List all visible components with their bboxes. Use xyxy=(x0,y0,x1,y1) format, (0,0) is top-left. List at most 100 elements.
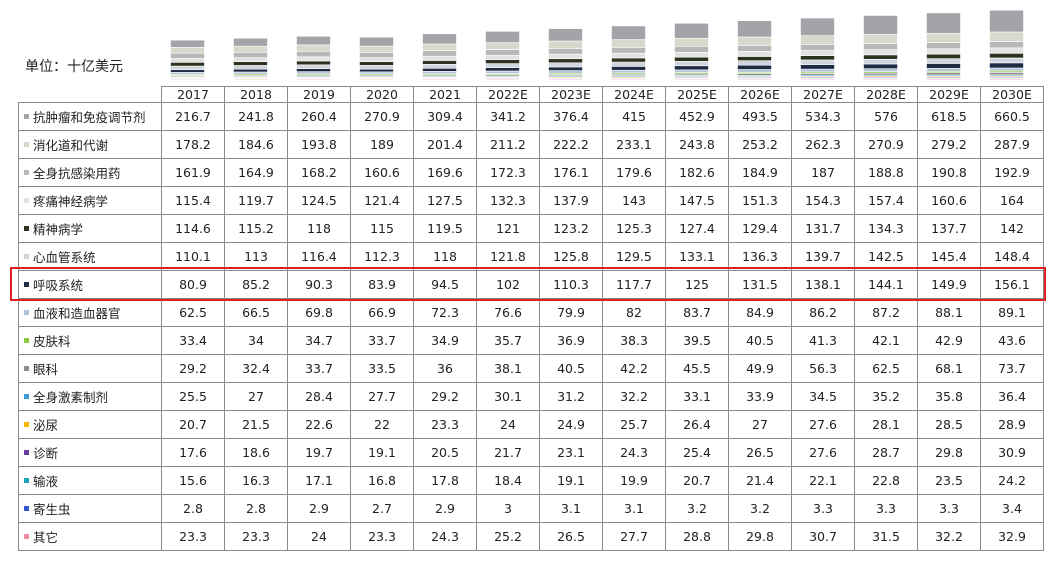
value-cell: 26.4 xyxy=(665,410,729,439)
bar-segment xyxy=(737,36,772,46)
value-cell: 85.2 xyxy=(224,270,288,299)
value-cell: 25.4 xyxy=(665,438,729,467)
legend-swatch xyxy=(24,114,29,119)
value-cell: 27.6 xyxy=(791,410,855,439)
bar-segment xyxy=(611,57,646,63)
legend-swatch xyxy=(24,338,29,343)
value-cell: 169.6 xyxy=(413,158,477,187)
value-cell: 22 xyxy=(350,410,414,439)
value-cell: 76.6 xyxy=(476,298,540,327)
bar-segment xyxy=(611,52,646,59)
bar-segment xyxy=(548,48,583,55)
value-cell: 137.9 xyxy=(539,186,603,215)
row-name: 寄生虫 xyxy=(18,494,162,523)
value-cell: 127.5 xyxy=(413,186,477,215)
value-cell: 24.2 xyxy=(980,466,1044,495)
bar-segment xyxy=(548,40,583,49)
value-cell: 115 xyxy=(350,214,414,243)
value-cell: 3.3 xyxy=(791,494,855,523)
value-cell: 87.2 xyxy=(854,298,918,327)
value-cell: 160.6 xyxy=(917,186,981,215)
value-cell: 124.5 xyxy=(287,186,351,215)
value-cell: 129.5 xyxy=(602,242,666,271)
bar-segment xyxy=(674,61,709,67)
row-name: 诊断 xyxy=(18,438,162,467)
data-row: 消化道和代谢 178.2 184.6 193.8 189 201.4 211.2 222.2 2… xyxy=(18,130,1044,159)
unit-label: 单位：十亿美元 xyxy=(25,59,123,75)
value-cell: 112.3 xyxy=(350,242,414,271)
bar-segment xyxy=(359,61,394,66)
value-cell: 145.4 xyxy=(917,242,981,271)
value-cell: 25.2 xyxy=(476,522,540,551)
value-cell: 28.7 xyxy=(854,438,918,467)
value-cell: 3 xyxy=(476,494,540,523)
data-row: 寄生虫 2.8 2.8 2.9 2.7 2.9 3 3.1 3.1 3.2 3.2 3.3 3.3 3.3… xyxy=(18,494,1044,523)
bar-segment xyxy=(863,68,898,72)
value-cell: 172.3 xyxy=(476,158,540,187)
row-name: 疼痛神经病学 xyxy=(18,186,162,215)
data-row: 其它 23.3 23.3 24 23.3 24.3 25.2 26.5 27.7 28.8 29.8… xyxy=(18,522,1044,551)
value-cell: 17.8 xyxy=(413,466,477,495)
bar-segment xyxy=(863,63,898,70)
bar-segment xyxy=(296,56,331,62)
value-cell: 89.1 xyxy=(980,298,1044,327)
value-cell: 117.7 xyxy=(602,270,666,299)
bar-segment xyxy=(611,25,646,40)
row-name: 泌尿 xyxy=(18,410,162,439)
bar-segment xyxy=(926,12,961,34)
value-cell: 16.8 xyxy=(350,466,414,495)
value-cell: 376.4 xyxy=(539,102,603,131)
year-header: 2019 xyxy=(287,86,351,103)
value-cell: 23.3 xyxy=(413,410,477,439)
year-header: 2027E xyxy=(791,86,855,103)
bar-segment xyxy=(296,71,331,75)
value-cell: 136.3 xyxy=(728,242,792,271)
value-cell: 341.2 xyxy=(476,102,540,131)
value-cell: 23.3 xyxy=(224,522,288,551)
value-cell: 34.9 xyxy=(413,326,477,355)
value-cell: 121 xyxy=(476,214,540,243)
bar-segment xyxy=(800,50,835,56)
value-cell: 156.1 xyxy=(980,270,1044,299)
value-cell: 148.4 xyxy=(980,242,1044,271)
value-cell: 131.5 xyxy=(728,270,792,299)
value-cell: 30.7 xyxy=(791,522,855,551)
legend-swatch xyxy=(24,282,29,287)
value-cell: 121.4 xyxy=(350,186,414,215)
value-cell: 154.3 xyxy=(791,186,855,215)
bar-segment xyxy=(989,9,1024,33)
value-cell: 188.8 xyxy=(854,158,918,187)
bar-segment xyxy=(422,55,457,61)
bar-segment xyxy=(422,33,457,45)
value-cell: 79.9 xyxy=(539,298,603,327)
value-cell: 25.5 xyxy=(161,382,225,411)
value-cell: 31.5 xyxy=(854,522,918,551)
year-header: 2028E xyxy=(854,86,918,103)
value-cell: 160.6 xyxy=(350,158,414,187)
bar-segment xyxy=(233,71,268,75)
legend-label: 抗肿瘤和免疫调节剂 xyxy=(33,110,146,125)
bar-segment xyxy=(926,58,961,64)
value-cell: 127.4 xyxy=(665,214,729,243)
year-header: 2026E xyxy=(728,86,792,103)
data-table: 2017 2018 2019 2020 2021 2022E 2023E 2024E 2025E… xyxy=(18,86,1044,551)
bar-segment xyxy=(422,50,457,57)
bar-segment xyxy=(800,44,835,51)
header-row: 2017 2018 2019 2020 2021 2022E 2023E 2024E 2025E… xyxy=(18,86,1044,103)
value-cell: 2.8 xyxy=(161,494,225,523)
data-row: 抗肿瘤和免疫调节剂 216.7 241.8 260.4 270.9 309.4 341.2 3… xyxy=(18,102,1044,131)
bar-segment xyxy=(926,53,961,59)
value-cell: 415 xyxy=(602,102,666,131)
bar-segment xyxy=(422,67,457,72)
value-cell: 94.5 xyxy=(413,270,477,299)
bar-segment xyxy=(737,51,772,57)
bar-segment xyxy=(233,51,268,59)
year-header: 2029E xyxy=(917,86,981,103)
bar-segment xyxy=(170,72,205,75)
bar-segment xyxy=(674,69,709,73)
value-cell: 19.7 xyxy=(287,438,351,467)
bar-segment xyxy=(233,45,268,53)
value-cell: 86.2 xyxy=(791,298,855,327)
bar-segment xyxy=(863,49,898,56)
value-cell: 56.3 xyxy=(791,354,855,383)
